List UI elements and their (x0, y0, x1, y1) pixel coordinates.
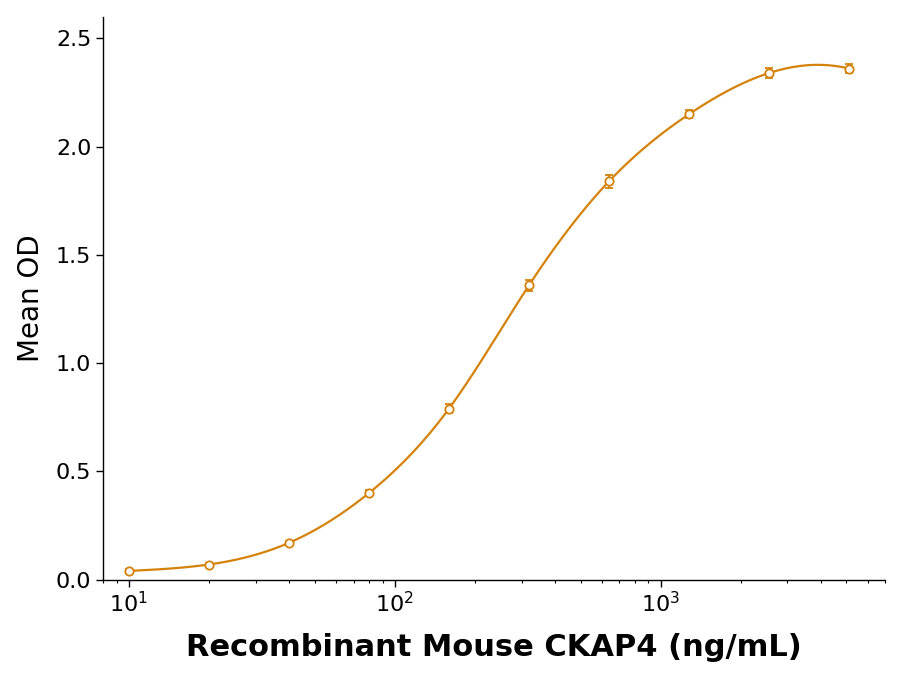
X-axis label: Recombinant Mouse CKAP4 (ng/mL): Recombinant Mouse CKAP4 (ng/mL) (187, 634, 802, 662)
Y-axis label: Mean OD: Mean OD (16, 234, 45, 362)
